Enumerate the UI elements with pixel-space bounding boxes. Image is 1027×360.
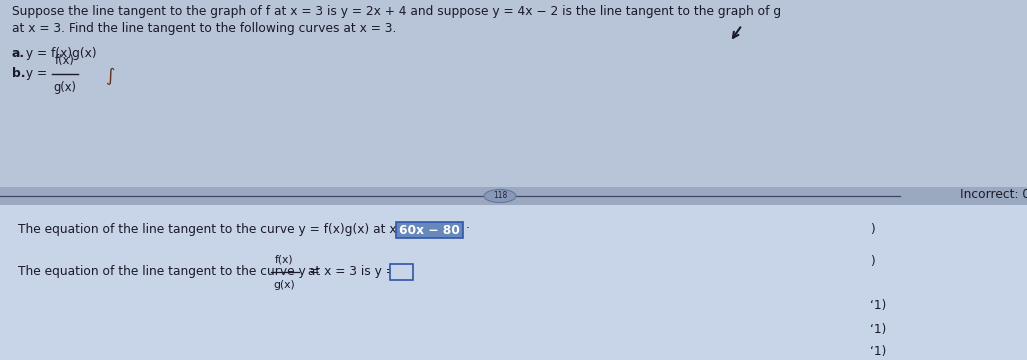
Text: at x = 3 is y =: at x = 3 is y =	[304, 266, 401, 279]
Text: ): )	[870, 224, 875, 237]
Text: y =: y =	[22, 67, 51, 80]
Text: .: .	[466, 219, 469, 231]
Text: The equation of the line tangent to the curve y =: The equation of the line tangent to the …	[18, 266, 324, 279]
Text: f(x): f(x)	[55, 54, 75, 67]
Text: f(x): f(x)	[275, 254, 294, 264]
Bar	[0, 187, 1027, 205]
Text: 118: 118	[493, 192, 507, 201]
Text: b.: b.	[12, 67, 26, 80]
Text: at x = 3. Find the line tangent to the following curves at x = 3.: at x = 3. Find the line tangent to the f…	[12, 22, 396, 35]
Bar	[0, 0, 1027, 195]
Text: The equation of the line tangent to the curve y = f(x)g(x) at x = 3 is y =: The equation of the line tangent to the …	[18, 224, 465, 237]
Text: Incorrect: 0: Incorrect: 0	[960, 189, 1027, 202]
FancyBboxPatch shape	[396, 222, 463, 238]
Text: 60x − 80: 60x − 80	[400, 224, 460, 237]
Text: ∫: ∫	[106, 67, 115, 85]
Text: y = f(x)g(x): y = f(x)g(x)	[22, 47, 97, 60]
Text: g(x): g(x)	[53, 81, 76, 94]
Text: ‘1): ‘1)	[870, 346, 886, 359]
Text: g(x): g(x)	[273, 280, 296, 290]
Text: Suppose the line tangent to the graph of f at x = 3 is y = 2x + 4 and suppose y : Suppose the line tangent to the graph of…	[12, 5, 782, 18]
Text: ): )	[870, 256, 875, 269]
FancyBboxPatch shape	[390, 264, 413, 280]
Bar	[0, 205, 1027, 360]
Ellipse shape	[484, 189, 516, 202]
Text: a.: a.	[12, 47, 25, 60]
Text: ‘1): ‘1)	[870, 324, 886, 337]
Text: ‘1): ‘1)	[870, 298, 886, 311]
